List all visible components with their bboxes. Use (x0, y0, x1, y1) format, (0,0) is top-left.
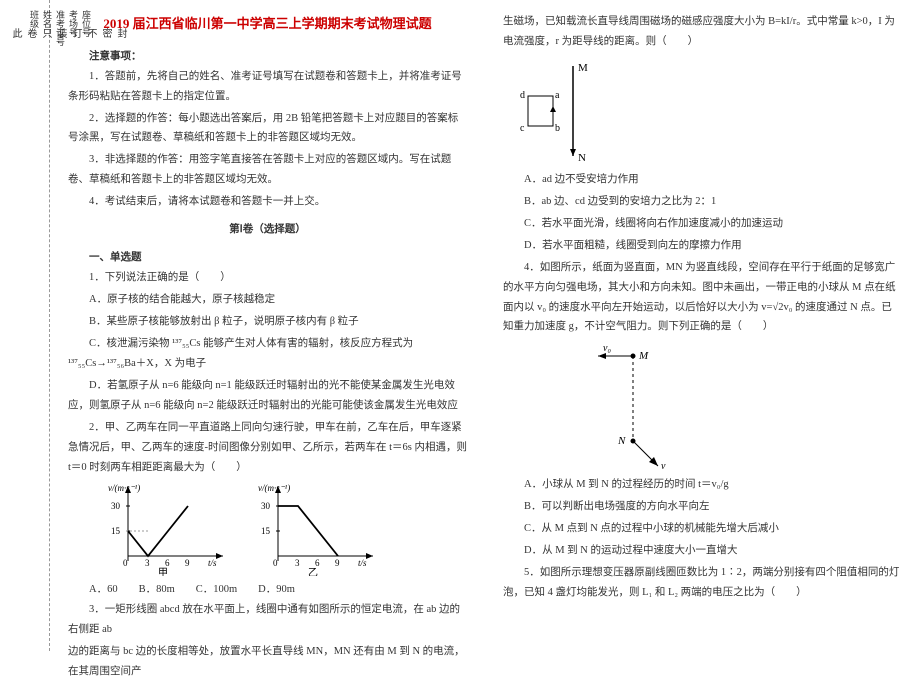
svg-text:0: 0 (273, 558, 278, 568)
svg-text:c: c (520, 123, 525, 134)
svg-text:6: 6 (165, 558, 170, 568)
svg-text:v/(m·s⁻¹): v/(m·s⁻¹) (258, 483, 290, 493)
svg-text:t/s: t/s (358, 558, 367, 568)
q2-charts: v/(m·s⁻¹) 30 15 0 3 6 9 t/s 甲 v/(m·s⁻¹) … (108, 481, 467, 576)
q4-stem: 4．如图所示，纸面为竖直面，MN 为竖直线段，空间存在平行于纸面的足够宽广的水平… (503, 258, 902, 338)
svg-text:6: 6 (315, 558, 320, 568)
svg-text:乙: 乙 (308, 567, 318, 576)
q4-opt-b: B．可以判断出电场强度的方向水平向左 (503, 497, 902, 517)
svg-text:30: 30 (261, 501, 271, 511)
svg-text:N: N (578, 152, 586, 164)
q3-lead: 生磁场，已知载流长直导线周围磁场的磁感应强度大小为 B=kI/r。式中常量 k>… (503, 12, 902, 52)
q3-opt-d: D．若水平面粗糙，线圈受到向左的摩擦力作用 (503, 236, 902, 256)
q4-opt-d: D．从 M 到 N 的运动过程中速度大小一直增大 (503, 541, 902, 561)
svg-text:3: 3 (145, 558, 150, 568)
q4-figure: M v₀ N v (543, 341, 902, 471)
svg-text:15: 15 (261, 526, 271, 536)
q3-opt-a: A．ad 边不受安培力作用 (503, 170, 902, 190)
q3-figure: M N d a b c (503, 56, 902, 166)
svg-text:N: N (617, 435, 626, 447)
svg-text:3: 3 (295, 558, 300, 568)
q5-stem: 5．如图所示理想变压器原副线圈匝数比为 1∶2，两端分别接有四个阻值相同的灯泡，… (503, 563, 902, 603)
q3-stem-2: 边的距离与 bc 边的长度相等处，放置水平长直导线 MN，MN 还有由 M 到 … (68, 642, 467, 682)
column-right: 生磁场，已知载流长直导线周围磁场的磁感应强度大小为 B=kI/r。式中常量 k>… (485, 0, 920, 651)
svg-text:a: a (555, 90, 560, 101)
svg-text:t/s: t/s (208, 558, 217, 568)
svg-text:甲: 甲 (158, 568, 168, 576)
svg-text:M: M (578, 62, 588, 74)
svg-text:v₀: v₀ (603, 343, 611, 354)
chart-yi: v/(m·s⁻¹) 30 15 0 3 6 9 t/s 乙 (258, 481, 378, 576)
q3-opt-b: B．ab 边、cd 边受到的安培力之比为 2：1 (503, 192, 902, 212)
svg-text:b: b (555, 123, 560, 134)
svg-text:9: 9 (335, 558, 340, 568)
student-fields: 座位号 考场号 准考证号 姓名 班级 (28, 10, 93, 630)
q3-opt-c: C．若水平面光滑，线圈将向右作加速度减小的加速运动 (503, 214, 902, 234)
svg-text:9: 9 (185, 558, 190, 568)
svg-text:d: d (520, 90, 525, 101)
svg-text:v: v (661, 461, 666, 471)
q4-opt-a: A．小球从 M 到 N 的过程经历的时间 t＝v₀/g (503, 475, 902, 495)
q4-opt-c: C．从 M 点到 N 点的过程中小球的机械能先增大后减小 (503, 519, 902, 539)
svg-text:M: M (638, 350, 649, 362)
